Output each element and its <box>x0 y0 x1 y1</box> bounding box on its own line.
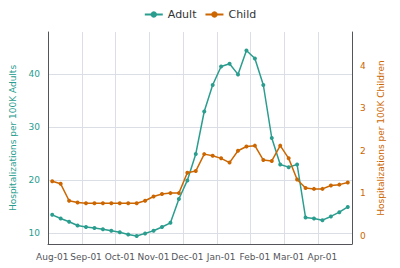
svg-text:Jan-01: Jan-01 <box>206 252 236 262</box>
svg-text:0: 0 <box>360 231 366 241</box>
svg-text:1: 1 <box>360 188 366 198</box>
svg-text:Dec-01: Dec-01 <box>171 252 203 262</box>
svg-text:2: 2 <box>360 146 366 156</box>
svg-text:3: 3 <box>360 103 366 113</box>
svg-text:Hospitalizations per 100K Chil: Hospitalizations per 100K Children <box>376 60 386 215</box>
svg-text:20: 20 <box>29 175 41 185</box>
svg-text:10: 10 <box>29 228 41 238</box>
svg-text:Child: Child <box>228 8 256 21</box>
svg-text:Adult: Adult <box>168 8 197 21</box>
svg-text:Mar-01: Mar-01 <box>273 252 304 262</box>
svg-text:30: 30 <box>29 122 41 132</box>
svg-text:Oct-01: Oct-01 <box>105 252 135 262</box>
svg-text:Nov-01: Nov-01 <box>138 252 170 262</box>
svg-text:Apr-01: Apr-01 <box>308 252 338 262</box>
svg-text:Aug-01: Aug-01 <box>36 252 68 262</box>
svg-text:Hospitalizations per 100K Adul: Hospitalizations per 100K Adults <box>8 65 18 211</box>
svg-text:Sep-01: Sep-01 <box>70 252 102 262</box>
svg-text:40: 40 <box>29 69 41 79</box>
svg-text:4: 4 <box>360 61 366 71</box>
svg-text:Feb-01: Feb-01 <box>240 252 271 262</box>
